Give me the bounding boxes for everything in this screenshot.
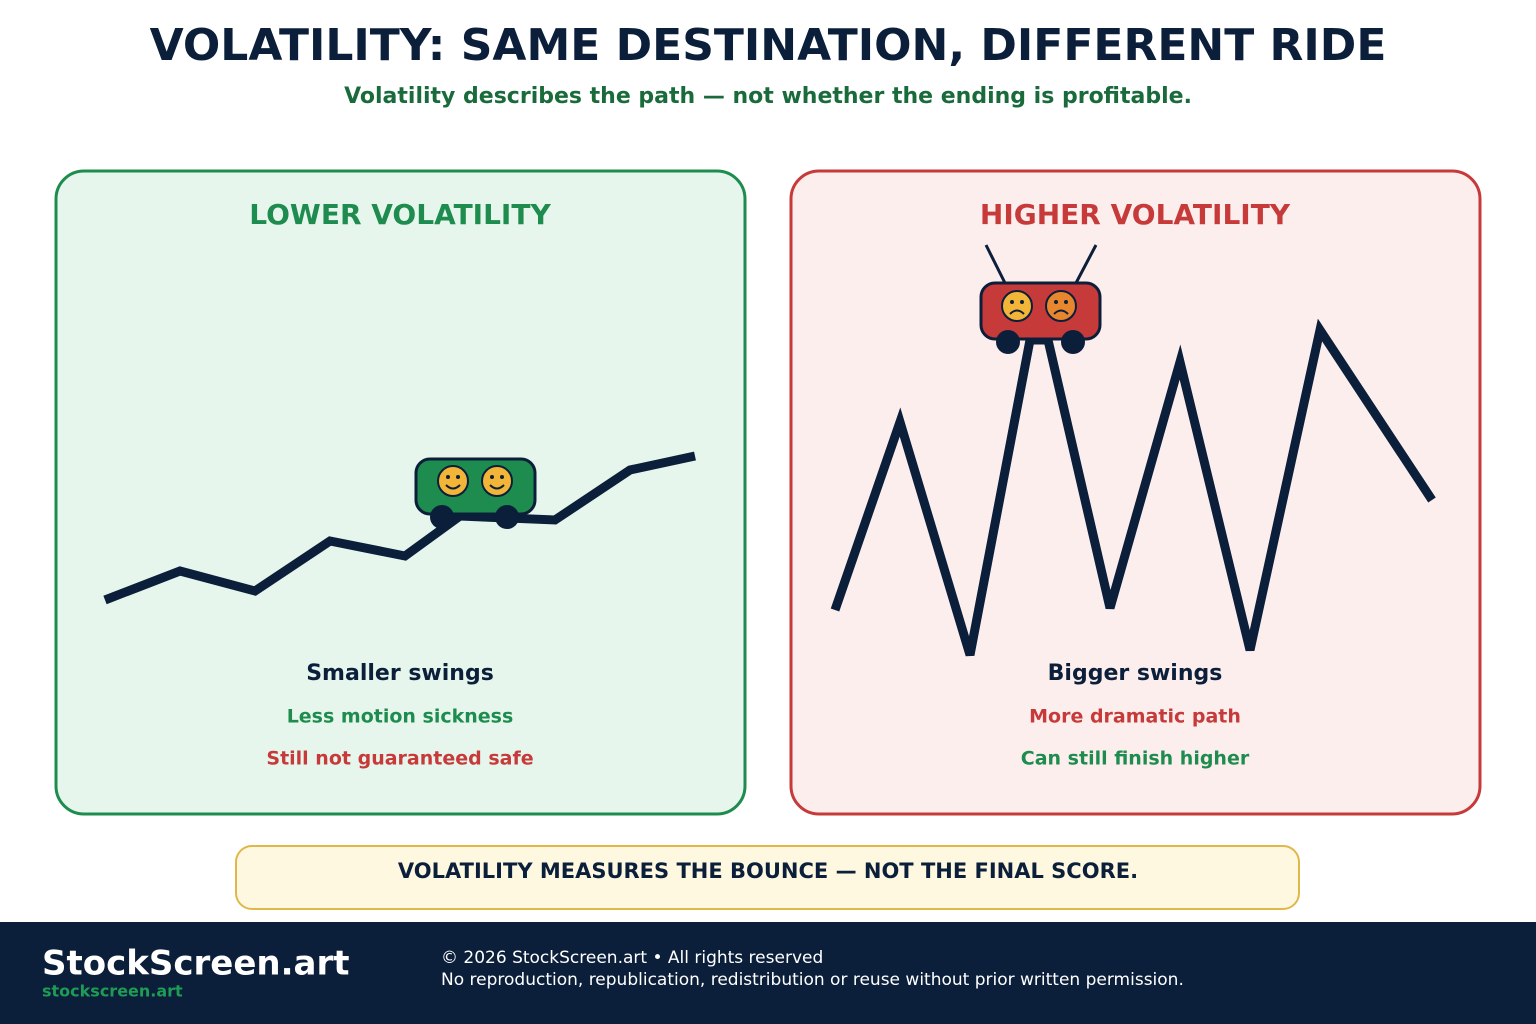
brand: StockScreen.art [42, 944, 349, 984]
callout-box [235, 845, 1300, 910]
callout-text: VOLATILITY MEASURES THE BOUNCE — NOT THE… [398, 859, 1138, 883]
panel-note: Can still finish higher [1021, 748, 1250, 770]
cart [979, 244, 1102, 354]
panel-title: HIGHER VOLATILITY [980, 198, 1291, 231]
notice: No reproduction, republication, redistri… [441, 970, 1184, 990]
footer [0, 922, 1536, 1024]
title: VOLATILITY: SAME DESTINATION, DIFFERENT … [150, 20, 1387, 71]
path-line [103, 451, 696, 605]
cart [414, 457, 537, 529]
copyright: © 2026 StockScreen.art • All rights rese… [441, 948, 823, 968]
brand-url: stockscreen.art [42, 982, 183, 1001]
path-line [830, 318, 1436, 657]
panel-note: Less motion sickness [287, 706, 514, 728]
panel-heading: Smaller swings [306, 661, 494, 686]
subtitle: Volatility describes the path — not whet… [344, 84, 1192, 109]
panel-low [54, 169, 747, 816]
panel-high [789, 169, 1482, 816]
panel-heading: Bigger swings [1048, 661, 1223, 686]
panel-note: More dramatic path [1029, 706, 1241, 728]
panel-note: Still not guaranteed safe [266, 748, 533, 770]
panel-title: LOWER VOLATILITY [249, 198, 551, 231]
